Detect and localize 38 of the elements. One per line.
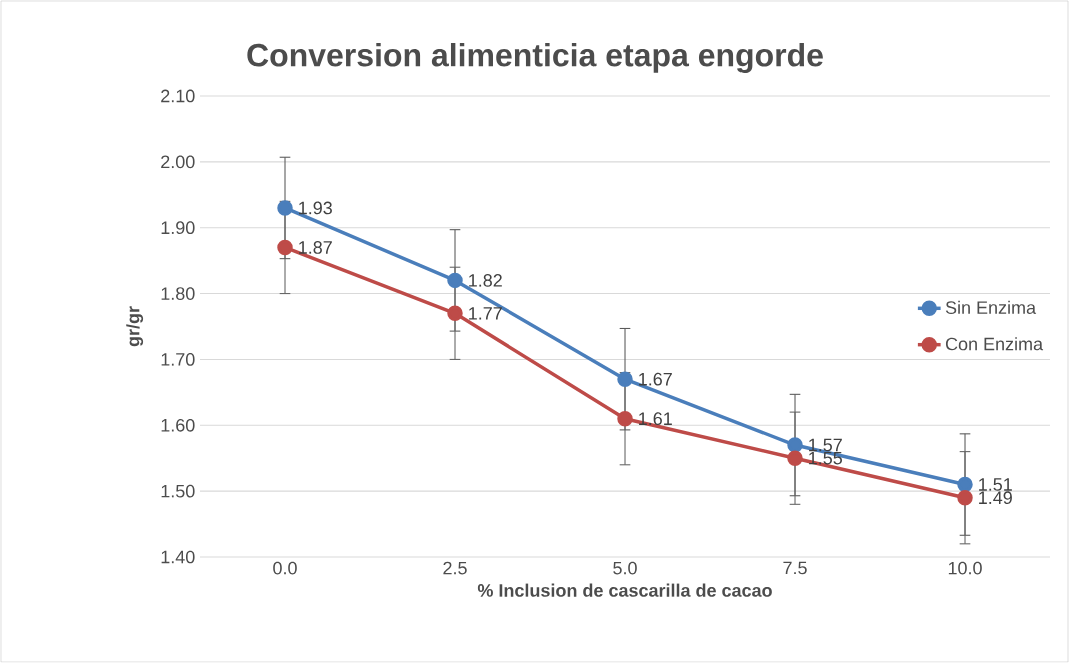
point <box>617 410 633 427</box>
x-tick-label: 0.0 <box>273 561 297 575</box>
x-tick-label: 5.0 <box>613 561 637 575</box>
chart-title: Conversion alimenticia etapa engorde <box>247 43 823 73</box>
y-tick-label: 1.90 <box>161 221 195 235</box>
data-label: 1.55 <box>809 451 843 465</box>
y-axis-title: gr/gr <box>126 306 144 347</box>
y-tick-label: 1.80 <box>161 287 195 300</box>
data-label: 1.51 <box>979 478 1012 491</box>
point <box>957 489 973 506</box>
data-label: 1.57 <box>809 438 842 452</box>
data-label: 1.87 <box>299 241 332 254</box>
point <box>447 272 463 289</box>
point <box>617 371 633 387</box>
data-label: 1.49 <box>979 491 1012 505</box>
point <box>787 437 803 453</box>
data-label: 1.82 <box>469 274 502 287</box>
point <box>277 239 293 256</box>
point <box>787 450 803 466</box>
point <box>447 305 463 322</box>
y-tick-label: 1.40 <box>161 550 195 564</box>
data-label: 1.67 <box>639 372 672 386</box>
y-tick-label: 2.10 <box>161 89 195 103</box>
data-label: 1.77 <box>469 307 502 320</box>
y-tick-label: 1.50 <box>161 484 195 498</box>
point <box>957 476 973 493</box>
legend-label: Con Enzima <box>945 337 1044 351</box>
x-tick-label: 7.5 <box>783 561 807 575</box>
x-axis-title: % Inclusion de cascarilla de cacao <box>477 583 772 597</box>
y-tick-label: 1.70 <box>161 353 195 366</box>
x-tick-label: 10.0 <box>948 561 982 575</box>
y-tick-label: 1.60 <box>161 418 195 432</box>
y-tick-label: 2.00 <box>161 155 195 169</box>
data-label: 1.93 <box>299 201 332 215</box>
point <box>277 200 293 216</box>
data-label: 1.61 <box>639 412 672 426</box>
legend-label: Sin Enzima <box>945 300 1037 314</box>
x-tick-label: 2.5 <box>443 561 467 575</box>
